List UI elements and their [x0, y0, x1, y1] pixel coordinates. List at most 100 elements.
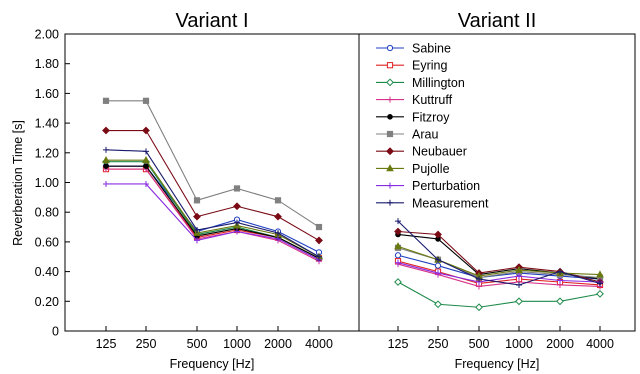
data-point: [435, 256, 441, 263]
legend-label: Perturbation: [412, 179, 480, 193]
series-line: [397, 260, 601, 286]
data-point: [515, 265, 523, 274]
data-point: [143, 148, 149, 155]
y-tick-label: 0.80: [35, 206, 59, 220]
series-line: [106, 183, 320, 261]
series-sabine: [394, 252, 604, 283]
data-point: [233, 202, 241, 211]
series-sabine: [102, 163, 323, 256]
series-measurement: [395, 218, 603, 288]
data-point: [394, 278, 402, 286]
legend-marker: [386, 147, 394, 156]
data-point: [557, 277, 563, 284]
legend-label: Pujolle: [412, 162, 450, 176]
legend-label: Neubauer: [412, 145, 467, 159]
data-point: [516, 273, 522, 280]
data-point: [395, 218, 401, 225]
legend-item: Pujolle: [376, 162, 450, 176]
data-point: [516, 281, 522, 288]
data-point: [434, 230, 442, 239]
x-tick-label: 1000: [505, 337, 533, 351]
series-measurement: [103, 146, 322, 260]
data-point: [274, 212, 282, 221]
legend-label: Millington: [412, 76, 465, 90]
panel-variant-2: Variant II Frequency [Hz] 125 250 500 1000 2…: [358, 10, 636, 371]
data-point: [475, 303, 483, 312]
chart-title-left: Variant I: [176, 10, 249, 32]
data-point: [275, 235, 281, 242]
legend-marker: [387, 182, 393, 189]
data-point: [395, 259, 401, 266]
data-point: [233, 185, 241, 192]
data-point: [234, 219, 240, 226]
y-axis-ticks: 0 0.20 0.40 0.60 0.80 1.00 1.20 1.40 1.60 1.80 2.0…: [35, 28, 70, 339]
data-point: [556, 297, 564, 306]
x-tick-label: 2000: [264, 337, 292, 351]
data-point: [435, 270, 441, 277]
y-tick-label: 2.00: [35, 28, 59, 42]
x-tick-label: 125: [96, 337, 117, 351]
legend-item: Fitzroy: [376, 110, 450, 124]
data-point: [316, 253, 322, 260]
series-line: [105, 149, 320, 258]
legend-label: Eyring: [412, 59, 447, 73]
legend-marker: [386, 44, 394, 52]
panel-variant-1: Variant I Frequency [Hz] Reverberation T…: [11, 10, 360, 371]
series-line: [106, 100, 320, 228]
legend-item: Millington: [376, 76, 465, 90]
legend-marker: [387, 114, 393, 120]
legend-item: Neubauer: [376, 145, 467, 159]
data-point: [194, 227, 200, 234]
legend-item: Sabine: [376, 42, 451, 56]
series-millington: [394, 278, 604, 312]
series-kuttruff: [103, 166, 322, 265]
legend-label: Measurement: [412, 196, 489, 210]
series-line: [106, 129, 320, 241]
data-point: [515, 297, 523, 306]
legend-marker: [387, 96, 393, 103]
legend-marker: [387, 199, 393, 206]
series-line: [397, 281, 601, 308]
data-point: [597, 280, 603, 287]
data-point: [596, 289, 604, 298]
series-line: [397, 263, 601, 288]
data-point: [394, 242, 402, 250]
data-point: [274, 197, 282, 204]
chart-title-right: Variant II: [458, 10, 537, 32]
series-line: [397, 220, 601, 286]
y-tick-label: 1.40: [35, 117, 59, 131]
data-point: [142, 155, 150, 164]
x-tick-label: 2000: [546, 337, 574, 351]
legend-item: Kuttruff: [376, 93, 453, 107]
data-point: [103, 146, 109, 153]
data-point: [143, 180, 149, 187]
series-line: [397, 262, 601, 283]
data-point: [102, 126, 110, 135]
data-point: [102, 97, 110, 104]
y-tick-label: 0.60: [35, 235, 59, 249]
series-group-left: [102, 97, 323, 265]
y-tick-label: 1.60: [35, 87, 59, 101]
y-axis-label: Reverberation Time [s]: [11, 120, 25, 246]
series-group-right: [394, 218, 604, 312]
legend-marker: [386, 164, 394, 172]
data-point: [434, 300, 442, 309]
legend-marker: [386, 130, 394, 138]
x-axis-label-right: Frequency [Hz]: [455, 357, 540, 371]
data-point: [394, 227, 402, 236]
x-tick-label: 4000: [586, 337, 614, 351]
legend-label: Sabine: [412, 42, 451, 56]
x-axis-label-left: Frequency [Hz]: [170, 357, 255, 371]
legend-marker: [386, 62, 394, 69]
x-axis-ticks-left: 125 250 500 1000 2000 4000: [96, 326, 333, 351]
data-point: [234, 228, 240, 235]
data-point: [434, 262, 442, 269]
data-point: [194, 237, 200, 244]
data-point: [103, 180, 109, 187]
y-tick-label: 1.80: [35, 57, 59, 71]
series-neubauer: [102, 126, 323, 245]
series-line: [397, 254, 601, 280]
series-perturbation: [103, 180, 322, 263]
y-tick-label: 0.20: [35, 295, 59, 309]
